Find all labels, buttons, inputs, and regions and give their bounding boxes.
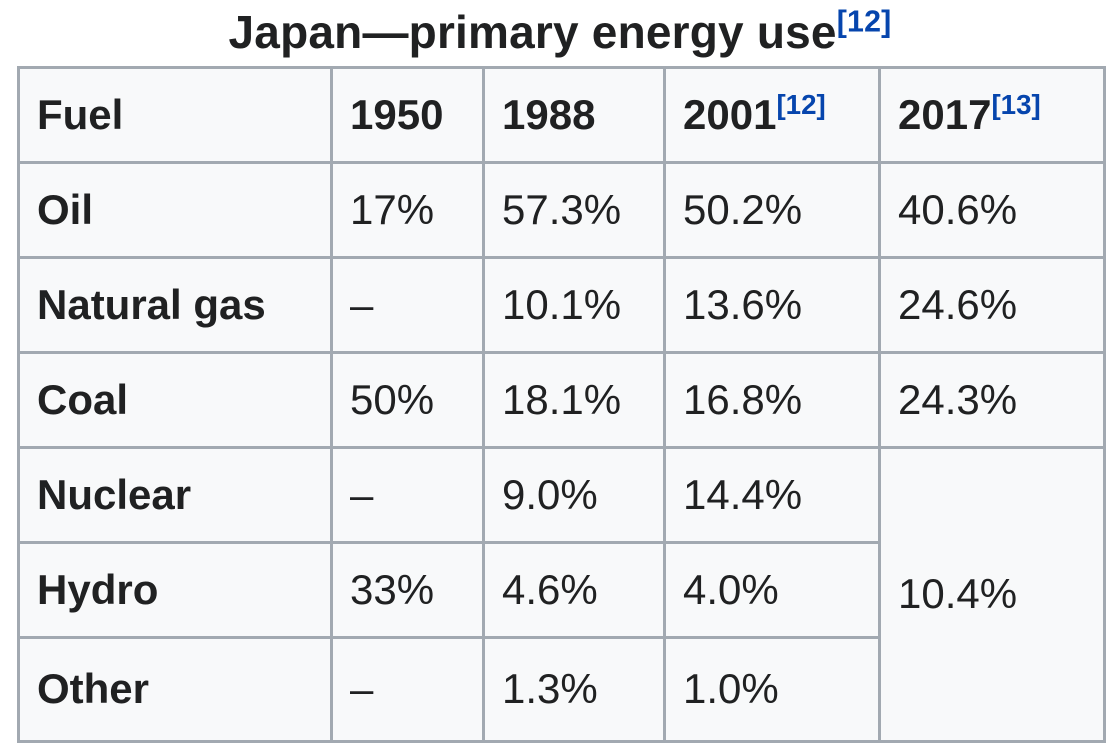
table-row-natural-gas: Natural gas – 10.1% 13.6% 24.6% [17, 255, 1106, 354]
table-row-coal: Coal 50% 18.1% 16.8% 24.3% [17, 350, 1106, 449]
cell-coal-1950: 50% [330, 350, 485, 449]
cell-natural-gas-1988: 10.1% [482, 255, 666, 354]
cell-natural-gas-1950: – [330, 255, 485, 354]
header-fuel: Fuel [17, 65, 333, 164]
header-2001-label: 2001 [683, 90, 777, 138]
cell-coal-1988: 18.1% [482, 350, 666, 449]
cell-oil-2017: 40.6% [878, 160, 1106, 259]
header-row: Fuel 1950 1988 2001[12] 2017[13] [17, 65, 1106, 164]
cell-coal-2001: 16.8% [663, 350, 881, 449]
header-2001: 2001[12] [663, 65, 881, 164]
header-2001-reference-link[interactable]: [12] [776, 88, 826, 120]
cell-oil-1988: 57.3% [482, 160, 666, 259]
cell-2017-merged-nuclear-hydro-other: 10.4% [878, 445, 1106, 743]
cell-nuclear-1988: 9.0% [482, 445, 666, 544]
cell-hydro-2001: 4.0% [663, 540, 881, 639]
table-row-oil: Oil 17% 57.3% 50.2% 40.6% [17, 160, 1106, 259]
table-caption: Japan—primary energy use[12] [17, 6, 1103, 59]
cell-other-1950: – [330, 635, 485, 743]
header-1988: 1988 [482, 65, 666, 164]
table-row-nuclear: Nuclear – 9.0% 14.4% 10.4% [17, 445, 1106, 743]
cell-natural-gas-2017: 24.6% [878, 255, 1106, 354]
row-header-nuclear: Nuclear [17, 445, 333, 544]
caption-reference-link[interactable]: [12] [836, 5, 892, 39]
cell-oil-1950: 17% [330, 160, 485, 259]
cell-other-1988: 1.3% [482, 635, 666, 743]
row-header-hydro: Hydro [17, 540, 333, 639]
table-row-other: Other – 1.3% 1.0% [17, 635, 1105, 743]
header-2017-reference-link[interactable]: [13] [991, 88, 1041, 120]
table-row-hydro: Hydro 33% 4.6% 4.0% [17, 540, 1105, 639]
header-2017-label: 2017 [898, 90, 992, 138]
cell-nuclear-2001: 14.4% [663, 445, 881, 544]
energy-use-table: Fuel 1950 1988 2001[12] 2017[13] Oil 17%… [17, 65, 1106, 743]
cell-natural-gas-2001: 13.6% [663, 255, 881, 354]
row-header-natural-gas: Natural gas [17, 255, 333, 354]
row-header-other: Other [17, 635, 333, 743]
cell-hydro-1950: 33% [330, 540, 485, 639]
cell-coal-2017: 24.3% [878, 350, 1106, 449]
cell-hydro-1988: 4.6% [482, 540, 666, 639]
header-1950: 1950 [330, 65, 485, 164]
cell-other-2001: 1.0% [663, 635, 881, 743]
row-header-coal: Coal [17, 350, 333, 449]
table-caption-text: Japan—primary energy use [228, 6, 837, 58]
cell-oil-2001: 50.2% [663, 160, 881, 259]
row-header-oil: Oil [17, 160, 333, 259]
cell-nuclear-1950: – [330, 445, 485, 544]
header-2017: 2017[13] [878, 65, 1106, 164]
